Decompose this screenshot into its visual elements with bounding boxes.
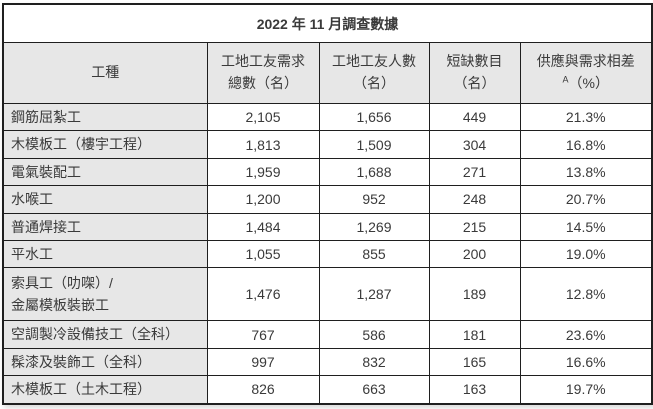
table-row: 平水工 1,055 855 200 19.0% bbox=[2, 239, 653, 269]
shortage-cell: 163 bbox=[428, 375, 521, 405]
shortage-cell: 181 bbox=[428, 320, 521, 349]
workers-cell: 855 bbox=[318, 239, 430, 269]
table-row: 木模板工（土木工程） 826 663 163 19.7% bbox=[2, 375, 653, 405]
shortage-cell: 271 bbox=[428, 157, 521, 187]
workers-cell: 586 bbox=[318, 320, 430, 349]
demand-cell: 1,813 bbox=[206, 130, 320, 159]
demand-cell: 767 bbox=[206, 320, 320, 349]
trade-cell: 空調製冷設備技工（全科） bbox=[2, 320, 208, 349]
demand-cell: 2,105 bbox=[206, 102, 320, 132]
table-row: 髹漆及裝飾工（全科） 997 832 165 16.6% bbox=[2, 347, 653, 377]
footnote-marker: A bbox=[562, 74, 569, 85]
workers-cell: 663 bbox=[318, 375, 430, 405]
workers-cell: 1,509 bbox=[318, 130, 430, 159]
gap-cell: 13.8% bbox=[519, 157, 653, 187]
col-header-demand: 工地工友需求 總數（名） bbox=[206, 42, 320, 104]
col-header-trade-label: 工種 bbox=[91, 64, 120, 81]
workers-cell: 1,656 bbox=[318, 102, 430, 132]
title-row: 2022 年 11 月調查數據 bbox=[2, 3, 653, 43]
trade-cell: 髹漆及裝飾工（全科） bbox=[2, 347, 208, 377]
demand-cell: 826 bbox=[206, 375, 320, 405]
demand-cell: 1,055 bbox=[206, 239, 320, 269]
col-header-shortage: 短缺數目 （名） bbox=[428, 42, 521, 104]
trade-cell: 電氣裝配工 bbox=[2, 157, 208, 187]
demand-cell: 1,200 bbox=[206, 185, 320, 214]
gap-cell: 16.8% bbox=[519, 130, 653, 159]
workers-cell: 832 bbox=[318, 347, 430, 377]
gap-cell: 23.6% bbox=[519, 320, 653, 349]
workers-cell: 1,688 bbox=[318, 157, 430, 187]
shortage-cell: 189 bbox=[428, 267, 521, 322]
trade-cell: 木模板工（土木工程） bbox=[2, 375, 208, 405]
demand-cell: 1,959 bbox=[206, 157, 320, 187]
shortage-cell: 200 bbox=[428, 239, 521, 269]
gap-cell: 21.3% bbox=[519, 102, 653, 132]
gap-cell: 19.0% bbox=[519, 239, 653, 269]
gap-cell: 12.8% bbox=[519, 267, 653, 322]
trade-cell: 索具工（叻㗎）/ 金屬模板裝嵌工 bbox=[2, 267, 208, 322]
shortage-cell: 449 bbox=[428, 102, 521, 132]
header-row: 工種 工地工友需求 總數（名） 工地工友人數 （名） 短缺數目 （名） 供應與需… bbox=[2, 42, 653, 104]
gap-cell: 19.7% bbox=[519, 375, 653, 405]
trade-cell: 水喉工 bbox=[2, 185, 208, 214]
gap-cell: 20.7% bbox=[519, 185, 653, 214]
table-row: 空調製冷設備技工（全科） 767 586 181 23.6% bbox=[2, 320, 653, 349]
col-header-trade: 工種 bbox=[2, 42, 208, 104]
trade-cell: 鋼筋屈紮工 bbox=[2, 102, 208, 132]
table-row: 木模板工（樓宇工程） 1,813 1,509 304 16.8% bbox=[2, 130, 653, 159]
workers-cell: 952 bbox=[318, 185, 430, 214]
survey-table: 2022 年 11 月調查數據 工種 工地工友需求 總數（名） 工地工友人數 （… bbox=[2, 3, 653, 405]
trade-cell: 木模板工（樓宇工程） bbox=[2, 130, 208, 159]
shortage-cell: 248 bbox=[428, 185, 521, 214]
trade-cell: 平水工 bbox=[2, 239, 208, 269]
table-row: 電氣裝配工 1,959 1,688 271 13.8% bbox=[2, 157, 653, 187]
workers-cell: 1,287 bbox=[318, 267, 430, 322]
trade-cell: 普通焊接工 bbox=[2, 212, 208, 241]
col-header-gap: 供應與需求相差 A（%） bbox=[519, 42, 653, 104]
demand-cell: 997 bbox=[206, 347, 320, 377]
workers-cell: 1,269 bbox=[318, 212, 430, 241]
table-row: 索具工（叻㗎）/ 金屬模板裝嵌工 1,476 1,287 189 12.8% bbox=[2, 267, 653, 322]
shortage-cell: 165 bbox=[428, 347, 521, 377]
gap-cell: 16.6% bbox=[519, 347, 653, 377]
shortage-cell: 215 bbox=[428, 212, 521, 241]
table-title: 2022 年 11 月調查數據 bbox=[2, 3, 653, 43]
col-header-workers: 工地工友人數 （名） bbox=[318, 42, 430, 104]
table-row: 鋼筋屈紮工 2,105 1,656 449 21.3% bbox=[2, 102, 653, 132]
table-row: 普通焊接工 1,484 1,269 215 14.5% bbox=[2, 212, 653, 241]
gap-cell: 14.5% bbox=[519, 212, 653, 241]
shortage-cell: 304 bbox=[428, 130, 521, 159]
demand-cell: 1,476 bbox=[206, 267, 320, 322]
table-row: 水喉工 1,200 952 248 20.7% bbox=[2, 185, 653, 214]
demand-cell: 1,484 bbox=[206, 212, 320, 241]
